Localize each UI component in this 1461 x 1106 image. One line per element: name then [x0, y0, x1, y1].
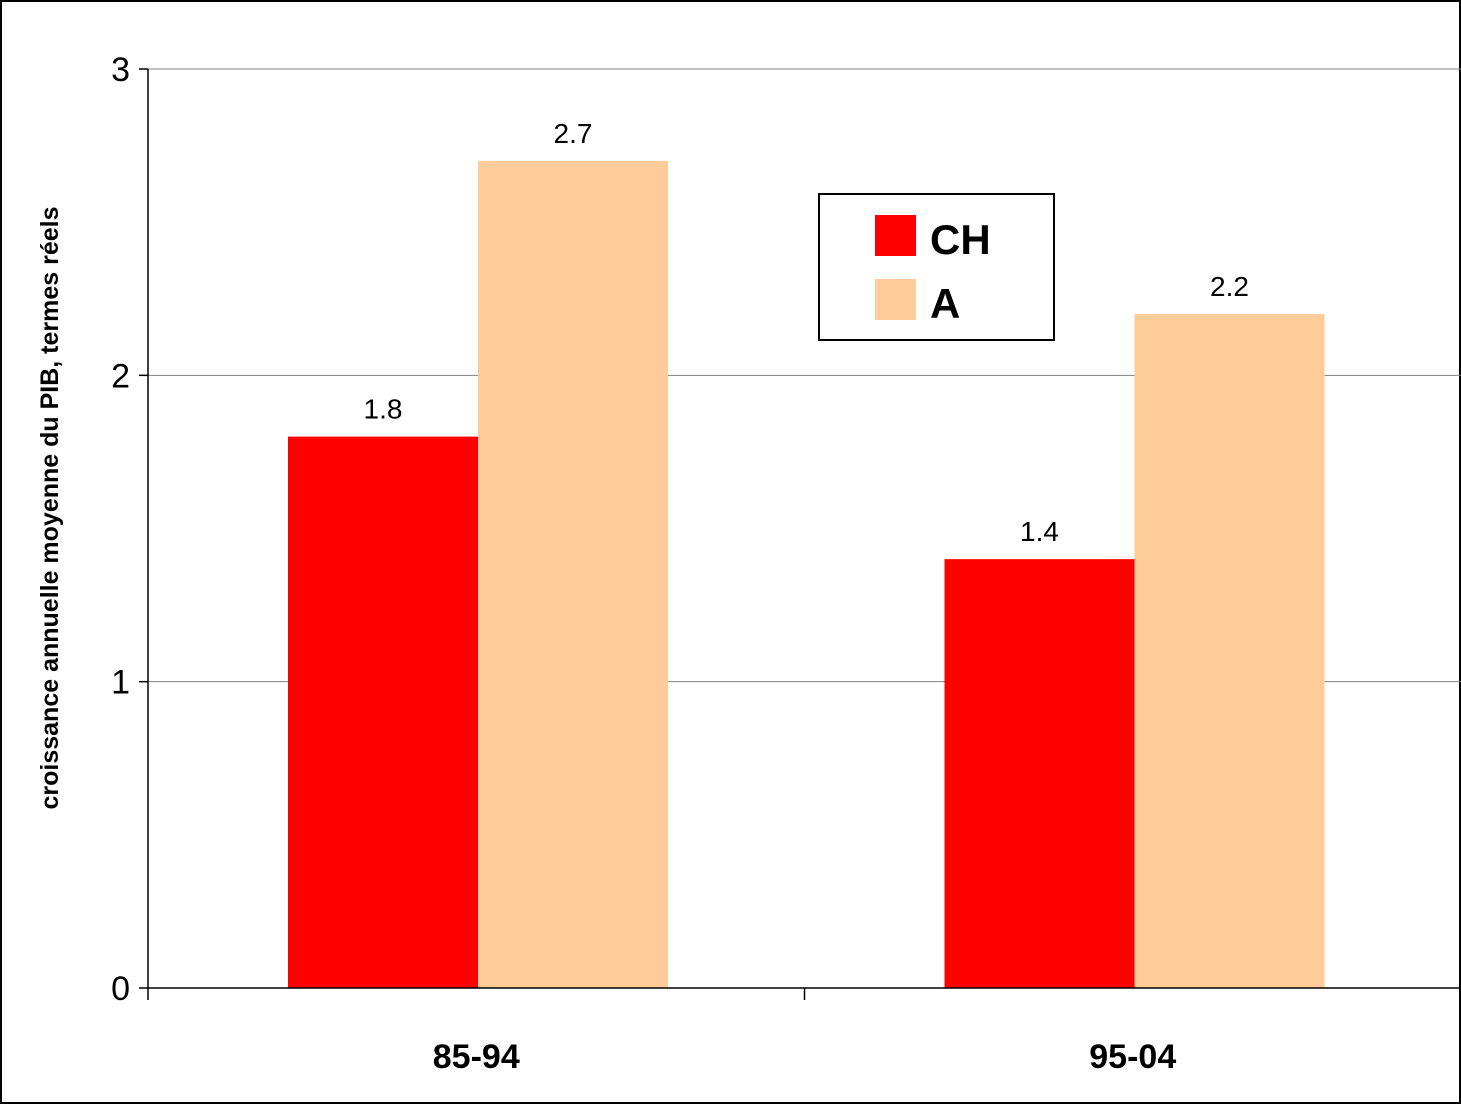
y-tick-label: 3 — [111, 51, 130, 89]
bar-ch-85-94 — [288, 436, 478, 989]
category-label-85-94: 85-94 — [433, 1038, 520, 1076]
bars — [288, 160, 1325, 989]
axes — [139, 68, 1461, 1000]
legend-swatch-ch — [875, 215, 916, 256]
bar-a-95-04 — [1134, 314, 1325, 989]
legend-swatch-a — [875, 279, 916, 320]
y-tick-label: 1 — [111, 664, 130, 702]
y-axis-label: croissance annuelle moyenne du PIB, term… — [36, 206, 64, 809]
data-label-ch-95-04: 1.4 — [1020, 516, 1059, 547]
legend: CH A — [818, 193, 1055, 341]
data-label-a-95-04: 2.2 — [1210, 271, 1249, 302]
labels: 0 1 2 3 1.8 2.7 85-94 1.4 2.2 95-04 — [111, 51, 1249, 1076]
bar-ch-95-04 — [944, 559, 1135, 988]
legend-label-a: A — [930, 280, 960, 327]
legend-box — [818, 193, 1055, 341]
data-label-a-85-94: 2.7 — [554, 118, 593, 149]
category-label-95-04: 95-04 — [1089, 1038, 1176, 1076]
y-tick-label: 2 — [111, 357, 130, 395]
data-label-ch-85-94: 1.8 — [364, 394, 403, 425]
y-tick-label: 0 — [111, 970, 130, 1008]
legend-label-ch: CH — [930, 216, 991, 263]
bar-a-85-94 — [478, 160, 668, 988]
